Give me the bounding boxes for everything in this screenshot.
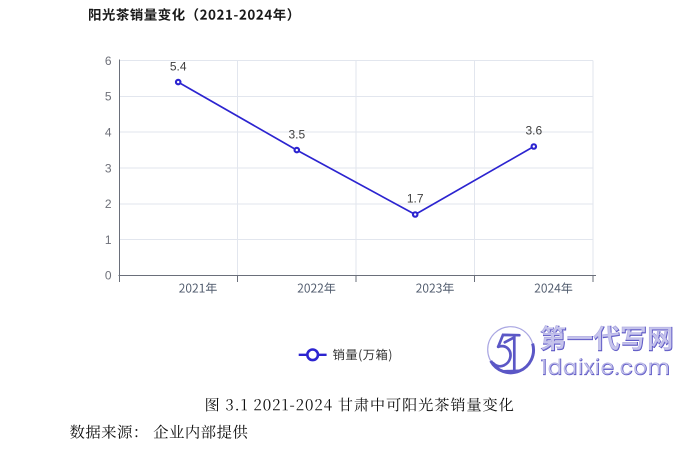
svg-text:5.4: 5.4	[170, 59, 187, 73]
svg-text:6: 6	[105, 54, 112, 68]
svg-text:1: 1	[105, 233, 112, 247]
svg-text:3: 3	[105, 161, 112, 175]
svg-text:0: 0	[105, 269, 112, 283]
svg-text:1.7: 1.7	[407, 192, 424, 206]
svg-text:2: 2	[105, 197, 112, 211]
svg-text:4: 4	[105, 126, 112, 140]
svg-text:5: 5	[105, 90, 112, 104]
svg-text:3.6: 3.6	[525, 124, 542, 138]
svg-text:3.5: 3.5	[288, 127, 305, 141]
